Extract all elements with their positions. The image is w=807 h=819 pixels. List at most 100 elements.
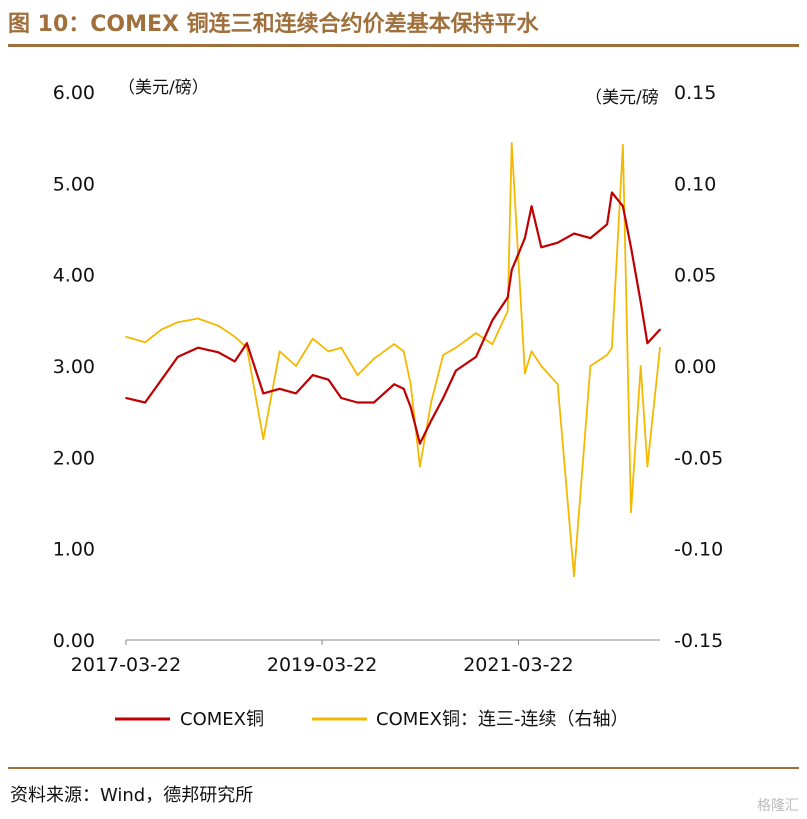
copper-data-point [393, 383, 395, 386]
copper-data-point [160, 378, 163, 381]
copper-data-point [455, 369, 457, 372]
spread-data-point [611, 346, 613, 349]
copper-data-point [646, 342, 649, 345]
copper-data-point [340, 397, 343, 399]
left-tick-label: 2.00 [53, 447, 95, 469]
spread-data-point [622, 144, 624, 146]
copper-data-point [409, 406, 412, 408]
left-tick-label: 6.00 [53, 82, 95, 104]
spread-data-point [475, 332, 477, 334]
spread-data-point [278, 350, 281, 353]
copper-data-point [176, 356, 179, 358]
x-tick-label: 2021-03-22 [463, 654, 573, 676]
footer-rule [8, 767, 799, 769]
left-tick-label: 0.00 [53, 630, 95, 652]
spread-data-point [176, 321, 179, 324]
spread-data-point [491, 343, 494, 345]
copper-data-point [144, 401, 147, 404]
spread-data-point [506, 310, 509, 313]
spread-data-point [197, 317, 199, 320]
spread-data-point [589, 365, 592, 367]
copper-data-point [530, 205, 533, 208]
left-axis-unit: （美元/磅） [118, 78, 209, 98]
copper-data-point [491, 319, 494, 322]
left-tick-label: 1.00 [53, 539, 95, 561]
spread-data-point [262, 438, 265, 440]
copper-data-point [622, 205, 624, 208]
legend: COMEX铜 COMEX铜：连三-连续（右轴） [115, 709, 628, 730]
spread-data-point [510, 142, 513, 144]
spread-data-point [160, 328, 163, 331]
spread-data-point [455, 346, 457, 349]
copper-data-point [606, 223, 608, 226]
spread-data-point [606, 354, 608, 356]
copper-data-point [630, 246, 632, 249]
copper-data-point [556, 241, 559, 244]
spread-data-point [630, 511, 632, 513]
right-axis-unit: （美元/磅 [585, 88, 659, 108]
copper-data-point [262, 392, 265, 395]
spread-data-point [419, 465, 421, 468]
copper-data-point [589, 237, 592, 240]
copper-data-point [430, 419, 432, 422]
right-tick-label: 0.05 [674, 265, 716, 287]
copper-data-point [356, 401, 359, 404]
spread-data-point [356, 374, 359, 376]
chart-title: 图 10：COMEX 铜连三和连续合约价差基本保持平水 [8, 12, 539, 37]
spread-data-point [409, 383, 412, 386]
copper-data-point [233, 360, 236, 363]
copper-data-point [327, 378, 330, 381]
spread-data-point [540, 365, 543, 367]
source-note: 资料来源：Wind，德邦研究所 [10, 785, 254, 806]
spread-data-point [524, 372, 526, 375]
x-tick-label: 2017-03-22 [71, 654, 181, 676]
copper-data-point [611, 191, 613, 194]
copper-data-point [125, 397, 127, 399]
left-axis-ticks: 0.00 1.00 2.00 3.00 4.00 5.00 6.00 [53, 82, 95, 652]
spread-data-point [639, 365, 642, 367]
spread-data-point [530, 350, 533, 353]
right-tick-label: 0.15 [674, 82, 716, 104]
spread-line [125, 142, 661, 577]
copper-data-point [246, 342, 248, 345]
spread-data-point [430, 401, 432, 404]
copper-data-point [373, 401, 375, 404]
spread-data-point [646, 465, 649, 468]
watermark-logo: 格隆汇 [757, 798, 799, 814]
copper-data-point [311, 374, 314, 376]
spread-data-point [659, 346, 661, 349]
spread-data-point [327, 350, 330, 353]
spread-data-point [217, 324, 220, 327]
right-tick-label: -0.15 [674, 630, 723, 652]
copper-data-point [524, 237, 526, 240]
left-tick-label: 3.00 [53, 356, 95, 378]
spread-data-point [373, 357, 375, 360]
copper-data-point [197, 346, 199, 349]
left-tick-label: 5.00 [53, 173, 95, 195]
spread-data-point [233, 335, 236, 338]
copper-data-point [402, 387, 405, 390]
legend-label-spread: COMEX铜：连三-连续（右轴） [376, 709, 628, 730]
copper-price-line [125, 191, 661, 445]
copper-data-point [659, 328, 661, 331]
copper-data-point [510, 269, 513, 271]
spread-data-point [340, 346, 343, 349]
right-tick-label: -0.05 [674, 447, 723, 469]
dual-axis-line-chart: （美元/磅） （美元/磅 0.00 1.00 2.00 3.00 4.00 5.00 6.0… [53, 78, 723, 730]
spread-data-point [311, 337, 314, 340]
copper-data-point [573, 232, 575, 235]
spread-data-point [556, 383, 559, 386]
right-tick-label: 0.10 [674, 173, 716, 195]
copper-data-point [419, 442, 421, 445]
right-axis-ticks: -0.15 -0.10 -0.05 0.00 0.05 0.10 0.15 [674, 82, 723, 652]
copper-data-point [506, 296, 509, 299]
copper-data-point [295, 392, 297, 395]
copper-data-point [217, 351, 220, 354]
copper-data-point [639, 301, 642, 303]
copper-data-point [475, 356, 477, 358]
copper-data-point [540, 246, 543, 249]
copper-data-point [278, 387, 281, 390]
right-tick-label: 0.00 [674, 356, 716, 378]
spread-data-point [393, 343, 395, 345]
copper-data-point [442, 397, 445, 399]
